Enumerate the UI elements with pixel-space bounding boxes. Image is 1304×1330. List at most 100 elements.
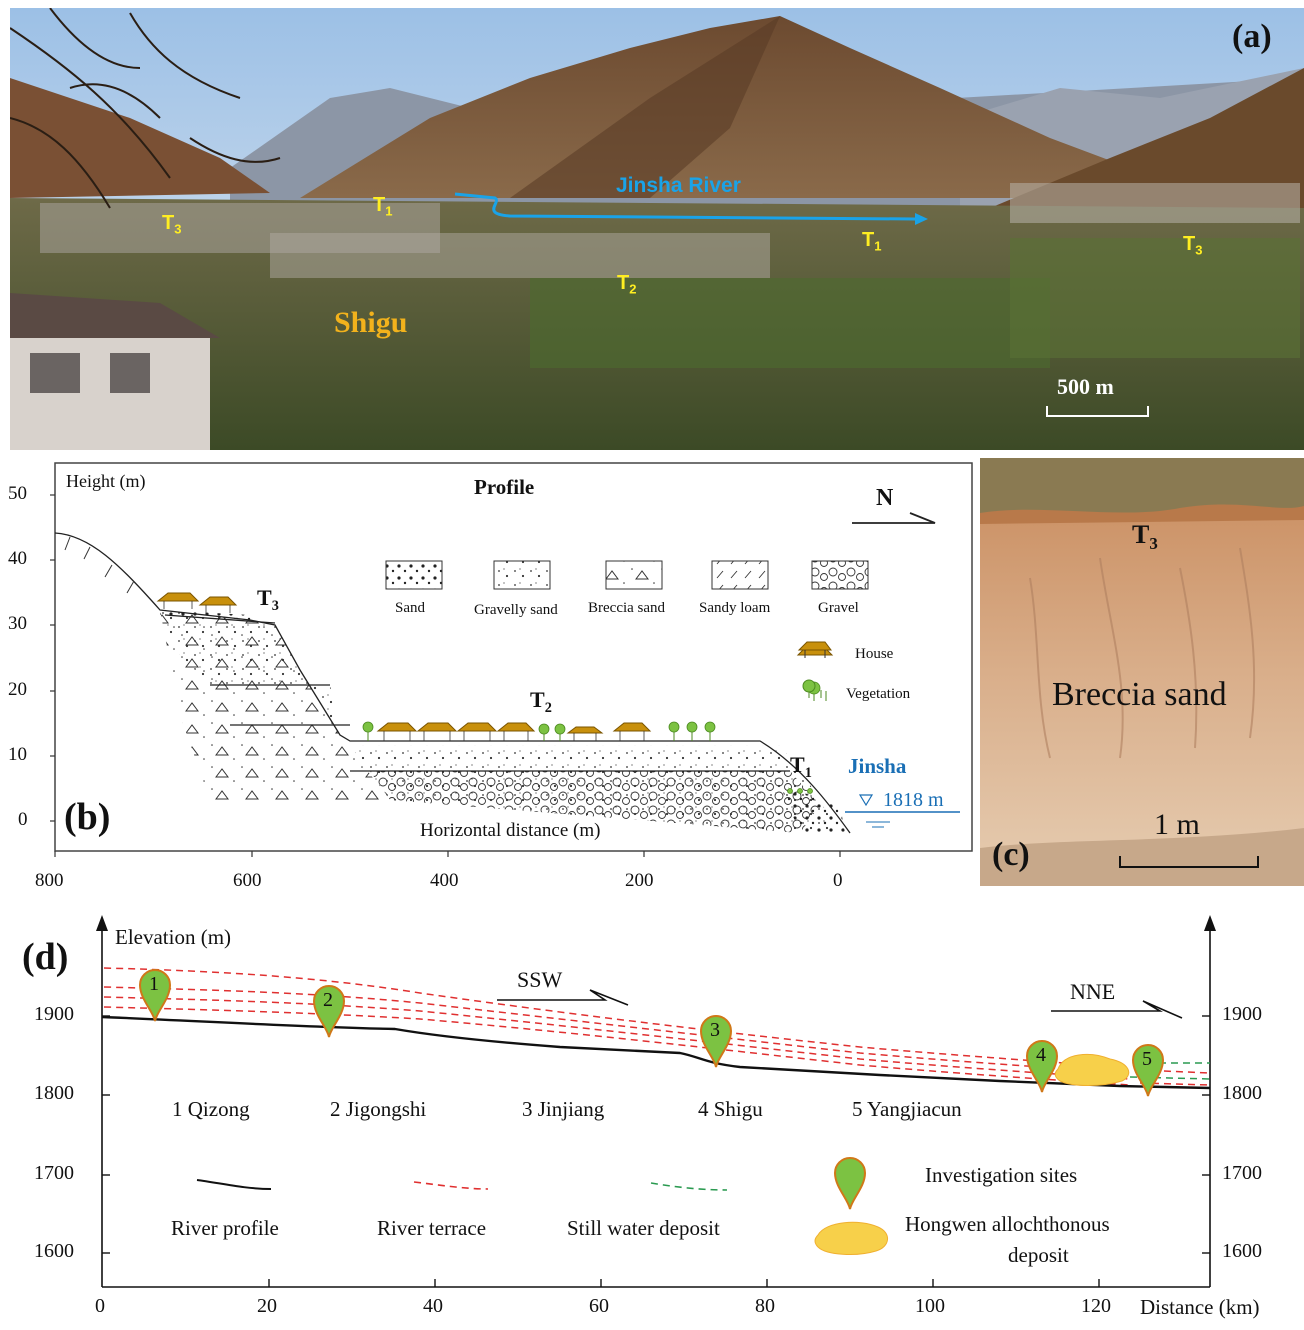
terrace-label-t2: T2 bbox=[617, 272, 637, 297]
scale-bar-a bbox=[1046, 406, 1149, 417]
legend-river-terrace: River terrace bbox=[377, 1216, 487, 1240]
town-label: Shigu bbox=[334, 306, 408, 339]
site-marker-3 bbox=[699, 1015, 733, 1068]
dir-nne: NNE bbox=[1070, 979, 1116, 1004]
legend-gravelly-sand: Gravelly sand bbox=[474, 602, 558, 618]
material-label-c: Breccia sand bbox=[1052, 676, 1227, 713]
landscape-illustration bbox=[9, 7, 1304, 450]
river-profile-line bbox=[101, 1015, 1211, 1090]
north-label-b: N bbox=[876, 485, 894, 511]
site-marker-5-num: 5 bbox=[1142, 1048, 1152, 1070]
ylabel-d: Elevation (m) bbox=[115, 925, 232, 949]
scale-bar-c bbox=[1119, 856, 1259, 868]
xtick-b-600: 600 bbox=[233, 870, 262, 891]
site-marker-2-num: 2 bbox=[323, 989, 333, 1011]
site-name-2: 2 Jigongshi bbox=[330, 1097, 427, 1121]
site-marker-4 bbox=[1025, 1040, 1059, 1093]
legend-investigation-sites: Investigation sites bbox=[925, 1163, 1078, 1187]
ytick-d-left-1800: 1800 bbox=[34, 1082, 74, 1104]
legend-hongwen-line2: deposit bbox=[1008, 1243, 1069, 1267]
terrace-label-b-t2: T2 bbox=[530, 687, 552, 716]
site-marker-1 bbox=[138, 969, 172, 1022]
xtick-b-0: 0 bbox=[833, 870, 843, 891]
ytick-b-20: 20 bbox=[8, 679, 27, 700]
panel-a-label: (a) bbox=[1232, 18, 1272, 55]
xtick-d-20: 20 bbox=[257, 1295, 277, 1317]
river-arrow bbox=[454, 192, 916, 221]
river-label: Jinsha River bbox=[616, 174, 741, 197]
ytick-d-left-1600: 1600 bbox=[34, 1240, 74, 1262]
terrace-label-b-t1: T1 bbox=[790, 752, 812, 781]
site-marker-3-num: 3 bbox=[710, 1019, 720, 1041]
terrace-label-b-t3: T3 bbox=[257, 585, 279, 614]
terrace-label-t3-left: T3 bbox=[162, 212, 182, 237]
site-marker-5 bbox=[1131, 1044, 1165, 1097]
ytick-d-left-1700: 1700 bbox=[34, 1162, 74, 1184]
outcrop-illustration bbox=[980, 458, 1304, 886]
legend-breccia-sand: Breccia sand bbox=[588, 600, 666, 616]
ytick-b-10: 10 bbox=[8, 744, 27, 765]
ytick-d-left-1900: 1900 bbox=[34, 1003, 74, 1025]
north-arrow-b bbox=[852, 512, 936, 524]
site-name-3: 3 Jinjiang bbox=[522, 1097, 605, 1121]
panel-c-label: (c) bbox=[992, 836, 1030, 873]
legend-river-profile-line bbox=[196, 1179, 272, 1190]
xtick-d-60: 60 bbox=[589, 1295, 609, 1317]
xtick-b-800: 800 bbox=[35, 870, 64, 891]
xlabel-d: Distance (km) bbox=[1140, 1295, 1260, 1319]
legend-house: House bbox=[855, 646, 894, 662]
legend-hongwen-shape bbox=[814, 1221, 888, 1255]
nne-arrow bbox=[1051, 1000, 1183, 1019]
scale-label-a: 500 m bbox=[1057, 374, 1114, 399]
site-name-4: 4 Shigu bbox=[698, 1097, 763, 1121]
legend-vegetation: Vegetation bbox=[846, 686, 911, 702]
ytick-d-right-1900: 1900 bbox=[1222, 1003, 1262, 1025]
panel-b-profile: 50 40 30 20 10 0 800 600 400 200 0 Heigh… bbox=[0, 455, 980, 895]
elevation-diagram bbox=[96, 915, 1216, 1288]
site-name-1: 1 Qizong bbox=[172, 1097, 250, 1121]
panel-c-photo: T3 Breccia sand 1 m (c) bbox=[980, 458, 1304, 886]
hongwen-deposit-shape bbox=[1054, 1053, 1130, 1086]
profile-title: Profile bbox=[474, 475, 535, 499]
y-axis-arrow-left bbox=[96, 915, 108, 931]
xtick-d-100: 100 bbox=[915, 1295, 945, 1317]
jinsha-label-b: Jinsha bbox=[848, 754, 907, 778]
ylabel-b: Height (m) bbox=[66, 471, 146, 491]
xtick-d-0: 0 bbox=[95, 1295, 105, 1317]
legend-river-profile: River profile bbox=[171, 1216, 279, 1240]
legend-hongwen-line1: Hongwen allochthonous bbox=[905, 1212, 1110, 1236]
site-marker-2 bbox=[312, 985, 346, 1038]
xtick-d-40: 40 bbox=[423, 1295, 443, 1317]
water-level-label: 1818 m bbox=[883, 789, 944, 811]
ytick-b-0: 0 bbox=[18, 809, 28, 830]
legend-river-terrace-line bbox=[413, 1181, 489, 1190]
xtick-b-400: 400 bbox=[430, 870, 459, 891]
legend-still-water: Still water deposit bbox=[567, 1216, 720, 1240]
ytick-d-right-1700: 1700 bbox=[1222, 1162, 1262, 1184]
terrace-label-c: T3 bbox=[1132, 520, 1158, 553]
profile-diagram bbox=[50, 462, 973, 857]
xtick-b-200: 200 bbox=[625, 870, 654, 891]
panel-d-elevation: 1 2 3 4 5 (d) Elevation (m) Distance (km… bbox=[0, 905, 1304, 1325]
legend-sandy-loam: Sandy loam bbox=[699, 600, 771, 616]
scale-label-c: 1 m bbox=[1154, 808, 1200, 841]
ytick-d-right-1800: 1800 bbox=[1222, 1082, 1262, 1104]
site-marker-4-num: 4 bbox=[1036, 1044, 1046, 1066]
legend-still-water-line bbox=[650, 1182, 728, 1191]
panel-a-photo: (a) Jinsha River Shigu 500 m T3 T1 T2 T1… bbox=[9, 7, 1304, 450]
terrace-label-t1-right: T1 bbox=[862, 229, 882, 254]
house-icons bbox=[156, 592, 834, 734]
xtick-d-120: 120 bbox=[1081, 1295, 1111, 1317]
terrace-label-t1-left: T1 bbox=[373, 194, 393, 219]
legend-house-veg-icons bbox=[797, 641, 832, 698]
panel-d-label: (d) bbox=[22, 936, 69, 978]
ytick-d-right-1600: 1600 bbox=[1222, 1240, 1262, 1262]
river-terrace-lines bbox=[103, 967, 1211, 1086]
site-marker-1-num: 1 bbox=[149, 973, 159, 995]
terrace-label-t3-right: T3 bbox=[1183, 233, 1203, 258]
legend-site-marker-icon bbox=[833, 1157, 867, 1210]
y-axis-arrow-right bbox=[1204, 915, 1216, 931]
dir-ssw: SSW bbox=[517, 967, 563, 992]
xlabel-b: Horizontal distance (m) bbox=[420, 820, 601, 841]
ytick-b-40: 40 bbox=[8, 548, 27, 569]
